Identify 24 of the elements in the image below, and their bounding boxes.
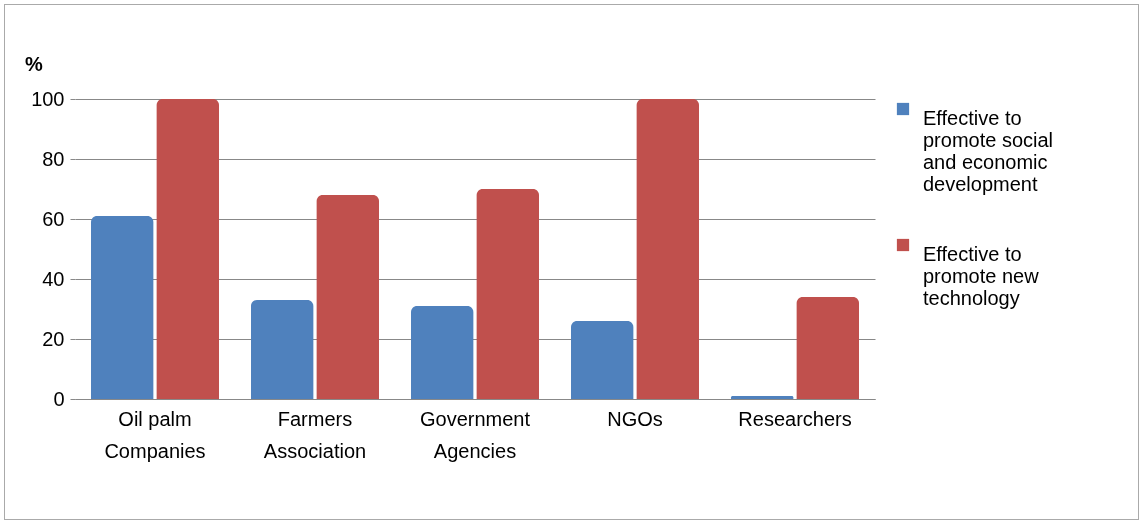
y-axis-title: % (25, 53, 43, 75)
x-tick-label: Researchers (738, 407, 852, 430)
bar (731, 396, 794, 399)
bar (571, 321, 634, 399)
y-tick-label: 20 (42, 327, 65, 350)
x-tick-label: Oil palm Companies (104, 407, 206, 462)
y-tick-label: 60 (42, 207, 65, 230)
x-tick-label: NGOs (607, 407, 663, 430)
x-tick-label: Government Agencies (419, 407, 531, 462)
y-tick-label: 0 (53, 387, 65, 410)
x-tick-label: Farmers Association (263, 407, 367, 462)
bar (796, 297, 859, 399)
bar (91, 216, 154, 399)
legend-label: Effective to promote new technology (923, 243, 1040, 309)
bar (476, 189, 539, 399)
bar (411, 306, 474, 399)
bar (156, 99, 219, 399)
y-tick-label: 40 (42, 267, 65, 290)
y-tick-label: 80 (42, 147, 65, 170)
bar (316, 195, 379, 399)
bar (251, 300, 314, 399)
legend-label: Effective to promote social and economic development (923, 107, 1054, 195)
y-tick-label: 100 (31, 87, 65, 110)
bar (636, 99, 699, 399)
